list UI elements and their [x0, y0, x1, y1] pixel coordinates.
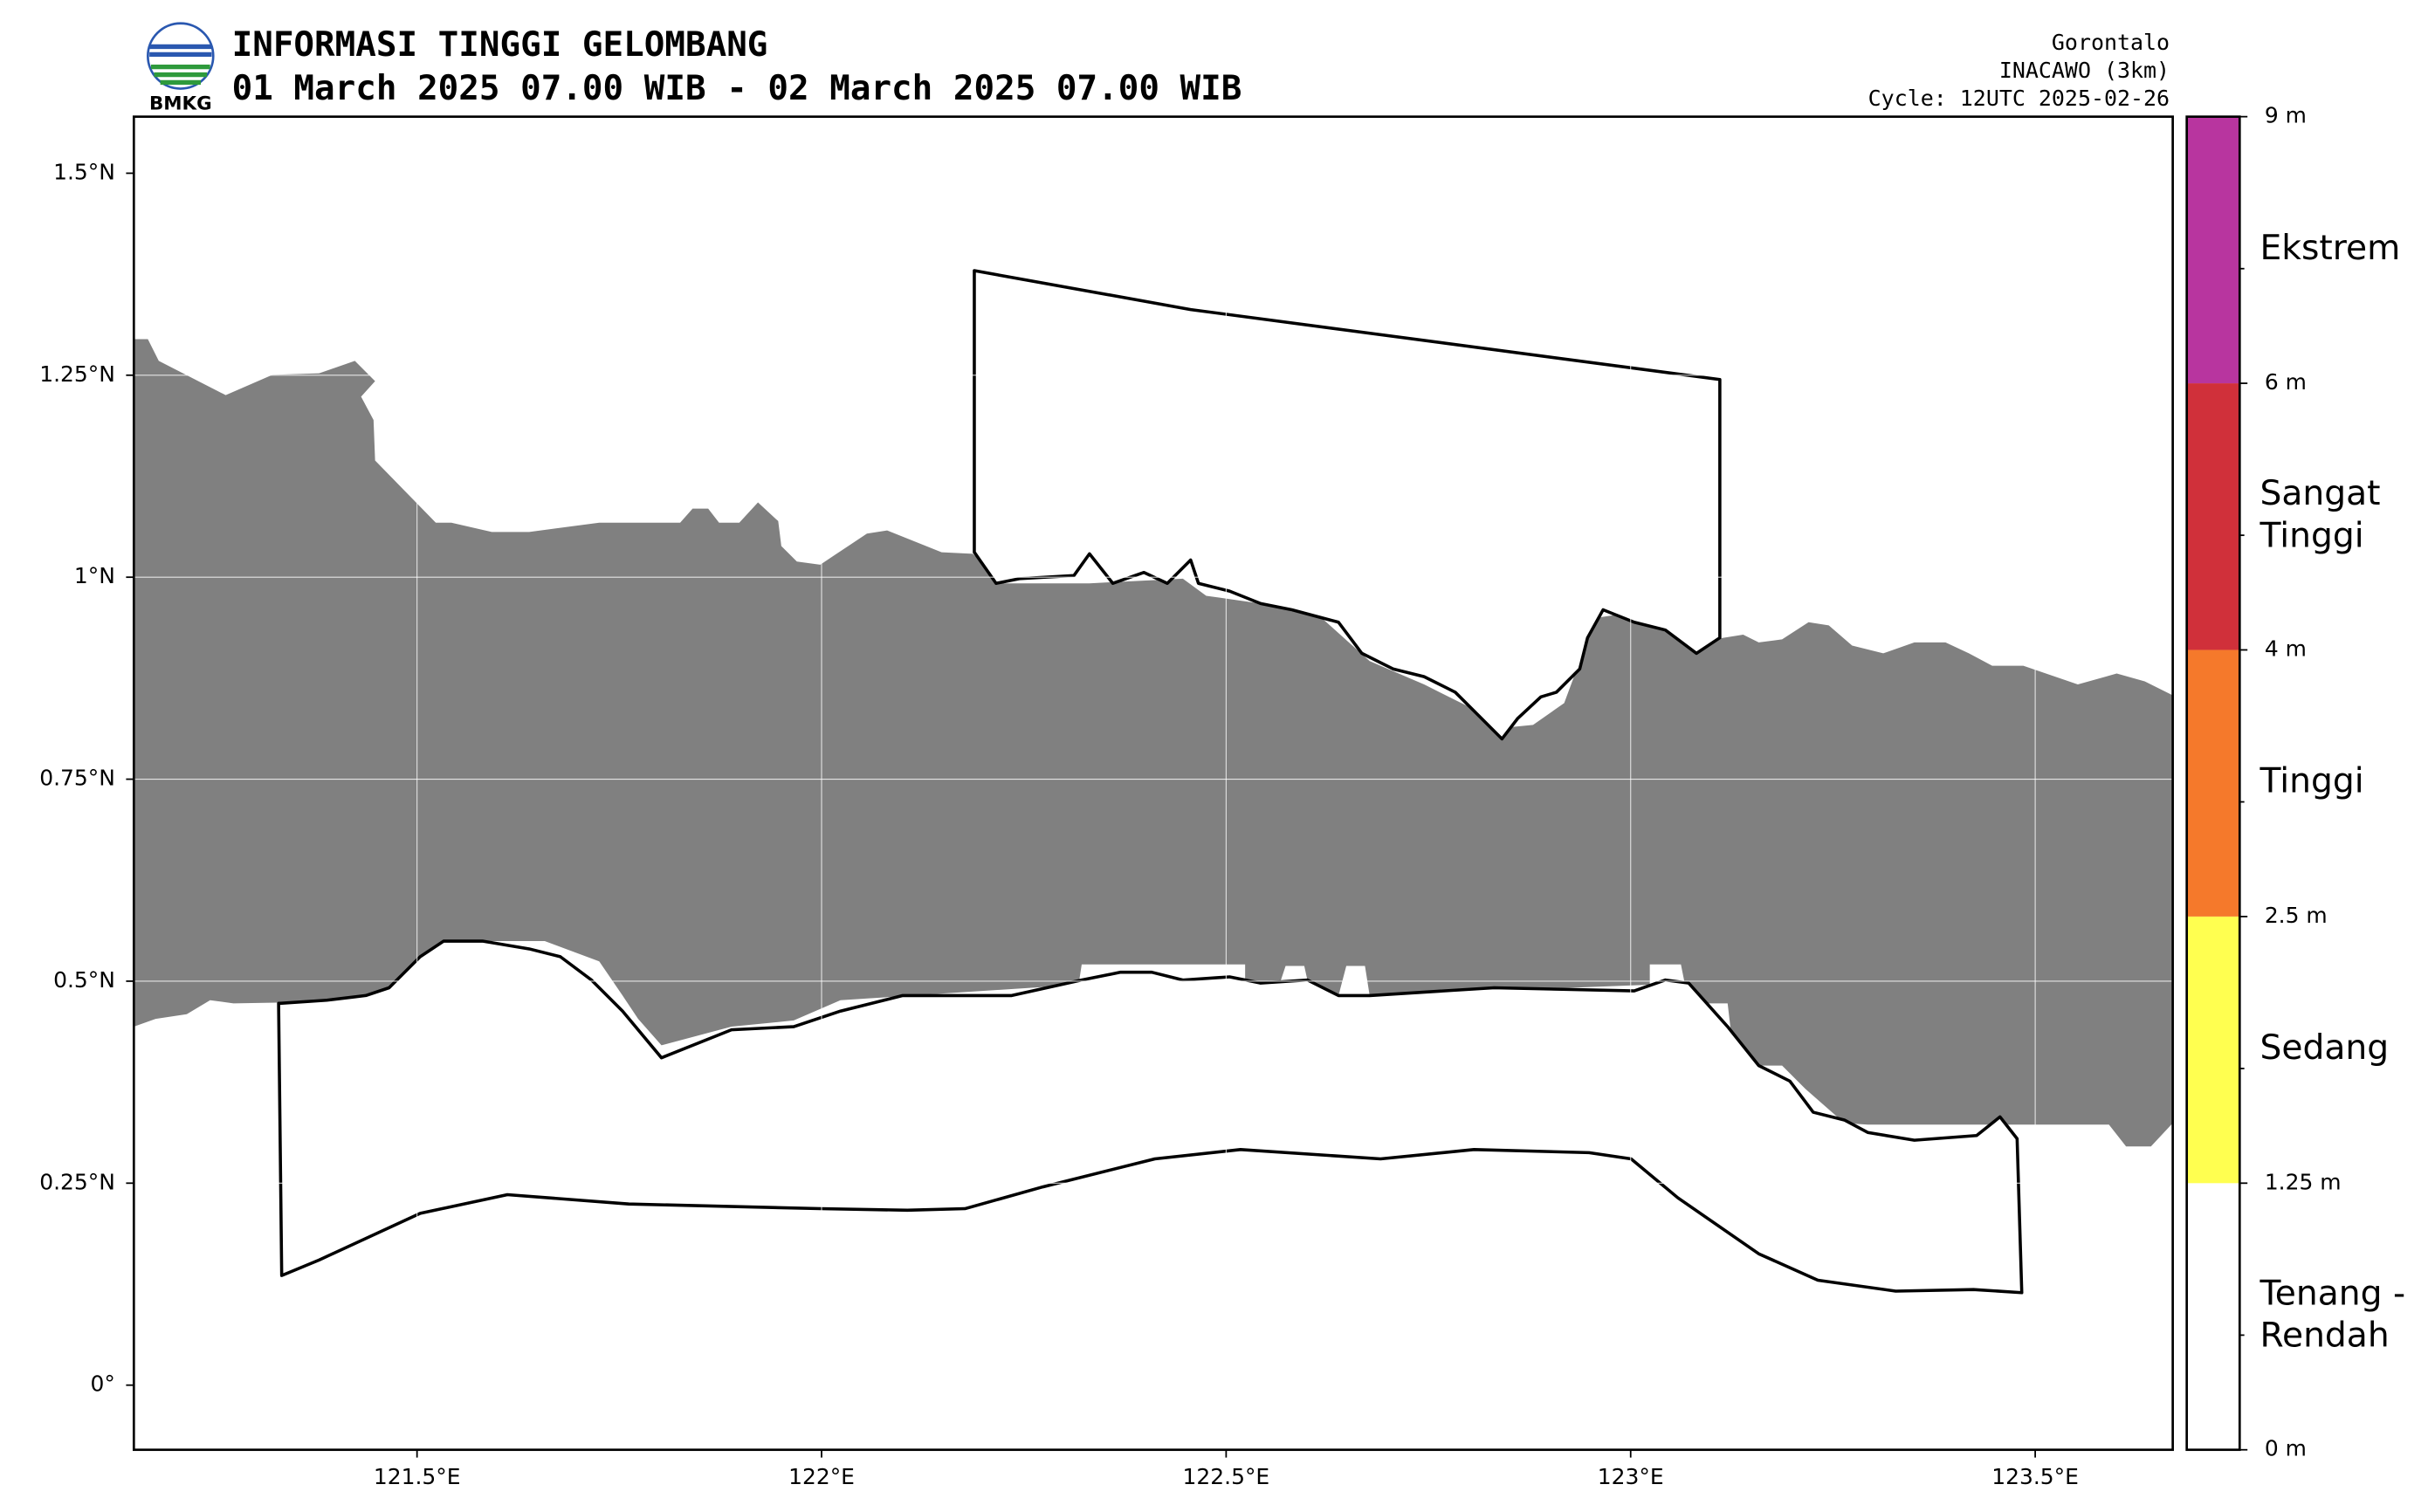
colorbar-label: 4 m: [2265, 636, 2307, 661]
logo: BMKG: [147, 22, 215, 114]
y-tick-label: 1.25°N: [39, 361, 115, 387]
map-frame: [132, 115, 2174, 1452]
y-tick-label: 0.5°N: [53, 967, 115, 993]
colorbar-label: 1.25 m: [2265, 1169, 2342, 1194]
colorbar-segment: [2186, 1183, 2240, 1450]
y-tick-label: 0°: [91, 1371, 115, 1397]
colorbar-label: 9 m: [2265, 103, 2307, 128]
logo-blue: [149, 44, 212, 58]
domain-south: [277, 939, 2024, 1295]
class-label: Sedang: [2259, 1028, 2389, 1068]
subtitle: 01 March 2025 07.00 WIB - 02 March 2025 …: [232, 69, 1242, 108]
colorbar-label: 0 m: [2265, 1436, 2307, 1461]
x-tick-label: 122.5°E: [1183, 1464, 1270, 1489]
domain-north: [973, 269, 1722, 741]
cycle: Cycle: 12UTC 2025-02-26: [1868, 86, 2170, 111]
class-label: Sangat: [2259, 474, 2380, 513]
colorbar-label: 6 m: [2265, 369, 2307, 395]
logo-text: BMKG: [149, 93, 212, 114]
class-label: Ekstrem: [2259, 229, 2400, 268]
class-label: Tinggi: [2259, 762, 2363, 801]
grid: [134, 116, 2173, 1450]
colorbar-segment: [2186, 383, 2240, 650]
class-label: Tenang -: [2259, 1274, 2405, 1313]
y-tick-label: 1°N: [74, 563, 115, 588]
colorbar-label: 2.5 m: [2265, 903, 2328, 928]
x-tick-label: 122°E: [788, 1464, 855, 1489]
land-mask: [134, 339, 2173, 1147]
map-area: [132, 115, 2174, 1452]
y-tick-label: 1.5°N: [53, 159, 115, 184]
colorbar-segment: [2186, 916, 2240, 1184]
y-tick-label: 0.75°N: [39, 766, 115, 791]
colorbar-segment: [2186, 649, 2240, 917]
y-tick-label: 0.25°N: [39, 1169, 115, 1194]
colorbar: Tenang -RendahSedangTinggiSangatTinggiEk…: [2185, 103, 2405, 1461]
x-tick-label: 123.5°E: [1991, 1464, 2079, 1489]
region: Gorontalo: [2052, 30, 2170, 55]
model: INACAWO (3km): [1999, 58, 2170, 83]
logo-green: [150, 64, 210, 86]
colorbar-frame: [2185, 115, 2241, 1452]
x-tick-label: 123°E: [1598, 1464, 1664, 1489]
class-label: Rendah: [2259, 1316, 2389, 1356]
colorbar-segment: [2186, 116, 2240, 384]
x-tick-label: 121.5°E: [374, 1464, 461, 1489]
title: INFORMASI TINGGI GELOMBANG: [232, 25, 768, 65]
class-label: Tinggi: [2259, 516, 2363, 555]
